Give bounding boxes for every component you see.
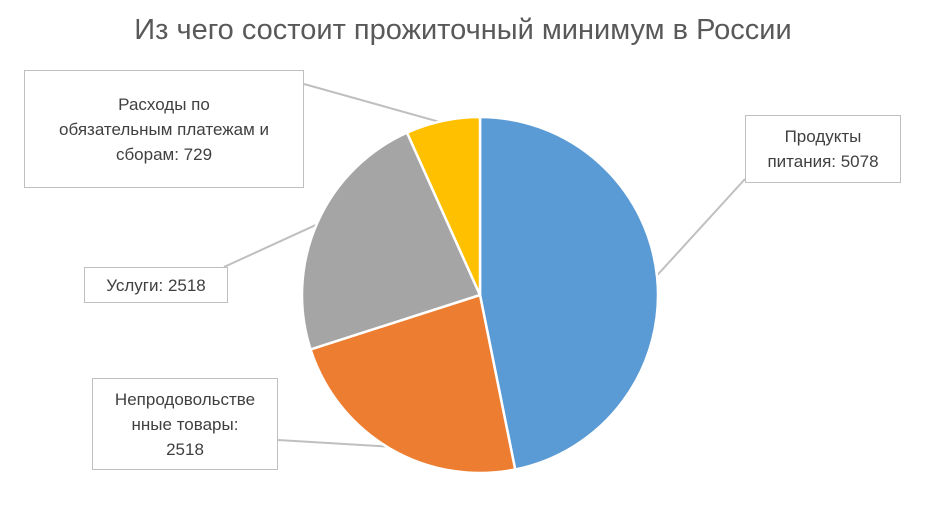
data-label-food-line-1: Продукты (784, 127, 862, 146)
leader-line (277, 439, 392, 448)
data-label-services: Услуги: 2518 (84, 267, 228, 303)
data-label-fees: Расходы по обязательным платежам и сбора… (24, 70, 304, 188)
data-label-food-line-2: питания: 5078 (767, 152, 879, 171)
data-label-fees-line-1: Расходы по (118, 94, 210, 114)
leader-line (223, 222, 320, 268)
leader-lines (223, 83, 746, 448)
data-label-services-line-1: Услуги: 2518 (106, 275, 206, 295)
data-label-fees-line-2: обязательным платежам и (59, 119, 269, 139)
pie-slices (300, 115, 660, 475)
data-label-fees-line-3: сборам: 729 (115, 144, 213, 164)
data-label-nonfood-line-1: Непродовольстве (114, 389, 256, 409)
data-label-nonfood-line-2: нные товары: (131, 414, 239, 434)
leader-line (303, 83, 444, 124)
pie-slice-fees (405, 115, 482, 297)
data-label-nonfood: Непродовольстве нные товары: 2518 (92, 378, 278, 470)
pie-slice-nonfood (309, 293, 517, 475)
pie-slice-food (478, 115, 660, 471)
chart-title: Из чего состоит прожиточный минимум в Ро… (134, 14, 792, 46)
leader-line (654, 178, 746, 279)
data-label-food: Продукты питания: 5078 (745, 115, 901, 183)
data-label-nonfood-line-3: 2518 (166, 439, 204, 459)
pie-slice-services (300, 131, 482, 351)
